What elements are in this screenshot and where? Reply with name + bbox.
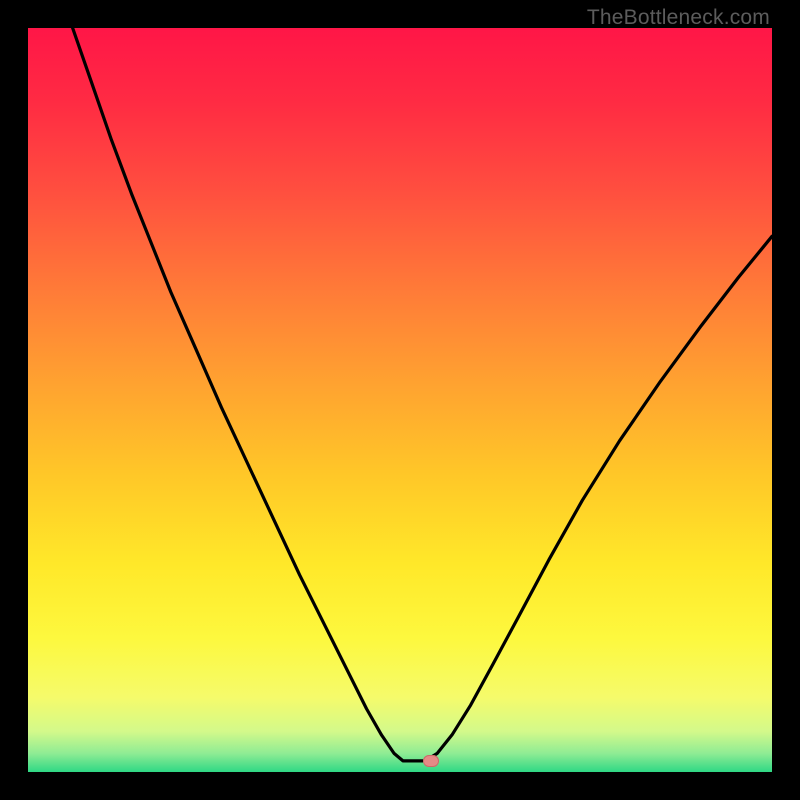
plot-area (28, 28, 772, 772)
v-curve (28, 28, 772, 772)
chart-frame: TheBottleneck.com (0, 0, 800, 800)
watermark-text: TheBottleneck.com (587, 6, 770, 30)
optimal-point-marker (423, 755, 439, 767)
